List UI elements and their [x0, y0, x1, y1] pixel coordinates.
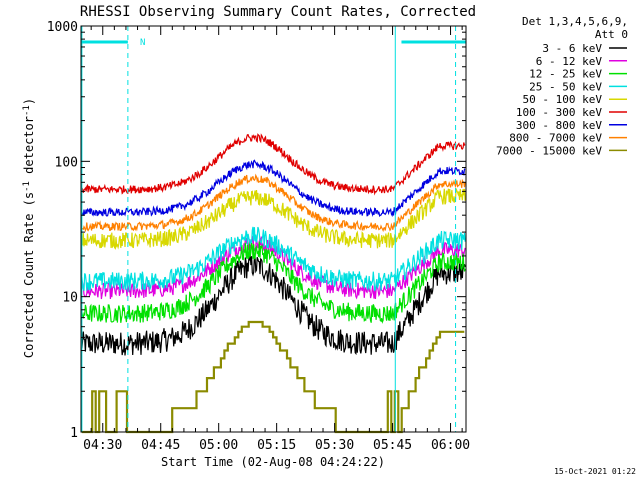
y-tick-label-3: 100 — [55, 155, 78, 170]
legend-label-4: 25 - 50 keV — [529, 80, 602, 93]
x-axis-label: Start Time (02-Aug-08 04:24:22) — [161, 455, 385, 469]
series-line-5 — [80, 188, 466, 250]
x-tick-label-6: 05:45 — [373, 438, 412, 453]
legend-label-3: 12 - 25 keV — [529, 68, 602, 81]
x-tick-label-1: 04:30 — [83, 438, 122, 453]
series-line-7 — [80, 159, 466, 218]
axes: 1 10 100 1000 04:30 04:45 05:00 05:15 05:30 05:45… — [47, 20, 470, 453]
legend-header-line-1: Det 1,3,4,5,6,9, — [522, 15, 628, 28]
series-line-4 — [80, 226, 466, 292]
series-line-6 — [80, 133, 466, 196]
legend-label-5: 50 - 100 keV — [523, 93, 603, 106]
timestamp: 15-Oct-2021 01:22 — [554, 467, 636, 476]
x-tick-label-5: 05:30 — [315, 438, 354, 453]
legend-label-6: 100 - 300 keV — [516, 106, 602, 119]
x-tick-label-4: 05:15 — [257, 438, 296, 453]
series-line-3 — [80, 241, 466, 324]
x-tick-label-2: 04:45 — [141, 438, 180, 453]
legend-label-8: 800 - 7000 keV — [509, 132, 602, 145]
legend-label-2: 6 - 12 keV — [536, 55, 603, 68]
x-tick-label-3: 05:00 — [199, 438, 238, 453]
series-line-8 — [80, 173, 466, 233]
y-tick-label-2: 10 — [62, 291, 78, 306]
plot-area: N — [80, 26, 466, 434]
flag-label: N — [140, 38, 145, 48]
legend-header-line-2: Att 0 — [595, 28, 628, 41]
y-tick-label-4: 1000 — [47, 20, 78, 35]
legend-label-1: 3 - 6 keV — [542, 42, 602, 55]
y-axis-label: Corrected Count Rate (s-1 detector-1) — [22, 98, 36, 358]
series-line-1 — [80, 254, 466, 356]
plot-frame — [80, 25, 467, 433]
chart-title: RHESSI Observing Summary Count Rates, Co… — [80, 4, 476, 20]
x-tick-label-7: 06:00 — [431, 438, 470, 453]
legend-label-7: 300 - 800 keV — [516, 119, 602, 132]
legend-label-9: 7000 - 15000 keV — [496, 144, 602, 157]
y-tick-label-1: 1 — [70, 426, 78, 441]
